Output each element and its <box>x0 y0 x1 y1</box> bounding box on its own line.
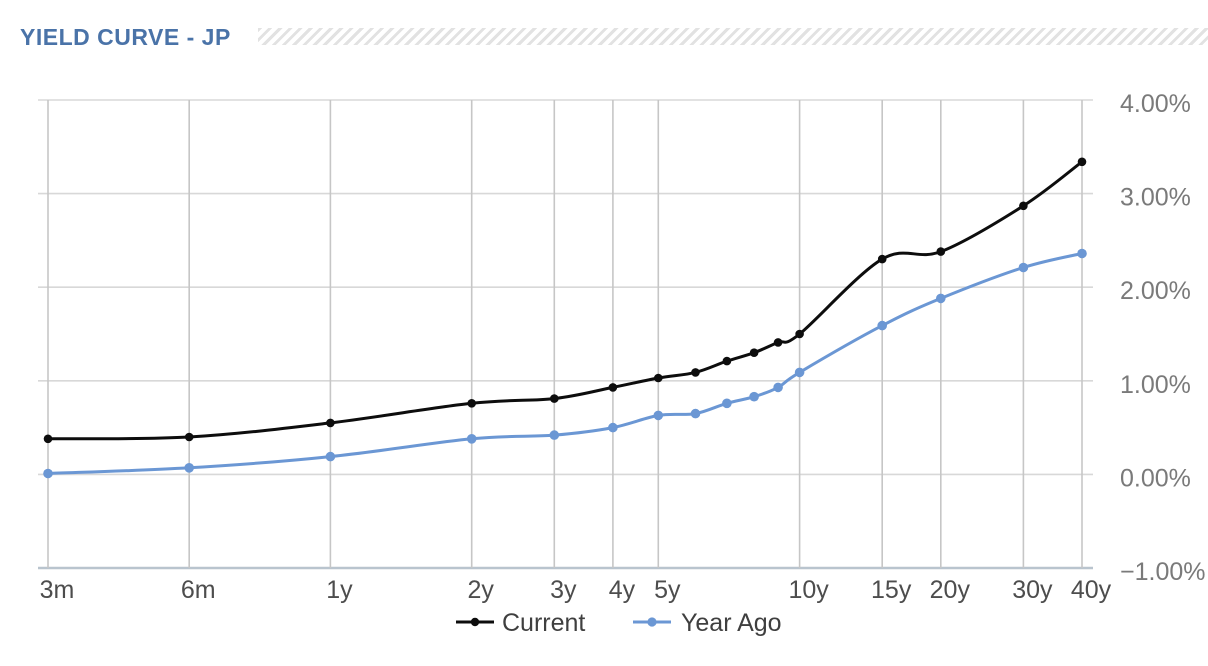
series-current-marker <box>877 254 887 264</box>
series-current-marker <box>1019 201 1028 211</box>
series-year-ago-marker <box>936 293 946 304</box>
x-tick-label: 5y <box>654 576 681 604</box>
series-current-marker <box>467 399 477 408</box>
y-tick-label: 2.00% <box>1120 277 1191 305</box>
series-current <box>43 157 1087 444</box>
legend-item-year-ago: Year Ago <box>633 609 782 637</box>
x-tick-label: 3y <box>550 576 577 604</box>
vertical-gridlines <box>47 100 1083 568</box>
series-year-ago-marker <box>325 451 336 462</box>
series-current-marker <box>749 348 759 358</box>
horizontal-gridlines <box>38 99 1093 570</box>
y-tick-label: 4.00% <box>1120 90 1191 118</box>
series-current-marker <box>795 329 804 339</box>
legend-item-current: Current <box>456 609 585 637</box>
series-current-marker <box>550 394 559 403</box>
y-tick-label: 1.00% <box>1120 371 1191 399</box>
series-year-ago-marker <box>466 434 477 444</box>
series-current-marker <box>691 368 700 377</box>
series-year-ago <box>43 248 1087 479</box>
y-tick-label: 0.00% <box>1120 464 1191 492</box>
x-tick-label: 20y <box>930 576 971 604</box>
series-current-marker <box>326 418 335 428</box>
x-tick-label: 4y <box>609 576 636 604</box>
x-tick-label: 10y <box>788 576 829 604</box>
legend-label: Current <box>502 609 585 637</box>
series-year-ago-marker <box>653 410 664 421</box>
series-year-ago-marker <box>549 430 560 440</box>
x-tick-label: 15y <box>871 576 912 604</box>
hatch-stripe-decoration <box>258 28 1208 45</box>
series-year-ago-marker <box>749 391 759 402</box>
series-year-ago-marker <box>608 422 618 433</box>
series-year-ago-marker <box>877 320 887 331</box>
legend-marker-dot <box>470 617 480 627</box>
series-current-line <box>46 160 1084 441</box>
x-tick-label: 30y <box>1012 576 1053 604</box>
series-year-ago-marker <box>1077 248 1087 259</box>
series-year-ago-marker <box>773 382 783 393</box>
x-tick-label: 3m <box>40 576 75 604</box>
series-current-marker <box>722 356 732 366</box>
series-current-marker <box>184 432 194 442</box>
series-year-ago-marker <box>1018 262 1029 273</box>
y-tick-label: −1.00% <box>1120 558 1206 586</box>
legend: Current Year Ago <box>456 609 782 637</box>
x-axis-labels: 3m 6m 1y 2y 3y 4y 5y 10y 15y 20y 30y 40y <box>40 576 1112 604</box>
series-current-marker <box>43 434 53 444</box>
y-axis-labels: 4.00% 3.00% 2.00% 1.00% 0.00% −1.00% <box>1120 90 1206 586</box>
series-current-marker <box>936 247 946 256</box>
legend-label: Year Ago <box>681 609 782 637</box>
x-tick-label: 6m <box>181 576 216 604</box>
series-year-ago-marker <box>184 463 194 473</box>
x-tick-label: 2y <box>467 576 494 604</box>
series-year-ago-marker <box>722 398 732 409</box>
series-current-marker <box>654 373 663 383</box>
y-tick-label: 3.00% <box>1120 184 1191 212</box>
series-current-marker <box>1077 157 1087 167</box>
series-year-ago-marker <box>43 468 53 479</box>
x-tick-label: 40y <box>1071 576 1112 604</box>
legend-marker-dot <box>647 617 657 627</box>
series-year-ago-marker <box>794 367 805 378</box>
series-current-marker <box>608 383 618 392</box>
series-year-ago-marker <box>690 408 701 419</box>
page-title: YIELD CURVE - JP <box>20 24 231 50</box>
series-current-marker <box>773 338 783 347</box>
x-tick-label: 1y <box>326 576 353 604</box>
